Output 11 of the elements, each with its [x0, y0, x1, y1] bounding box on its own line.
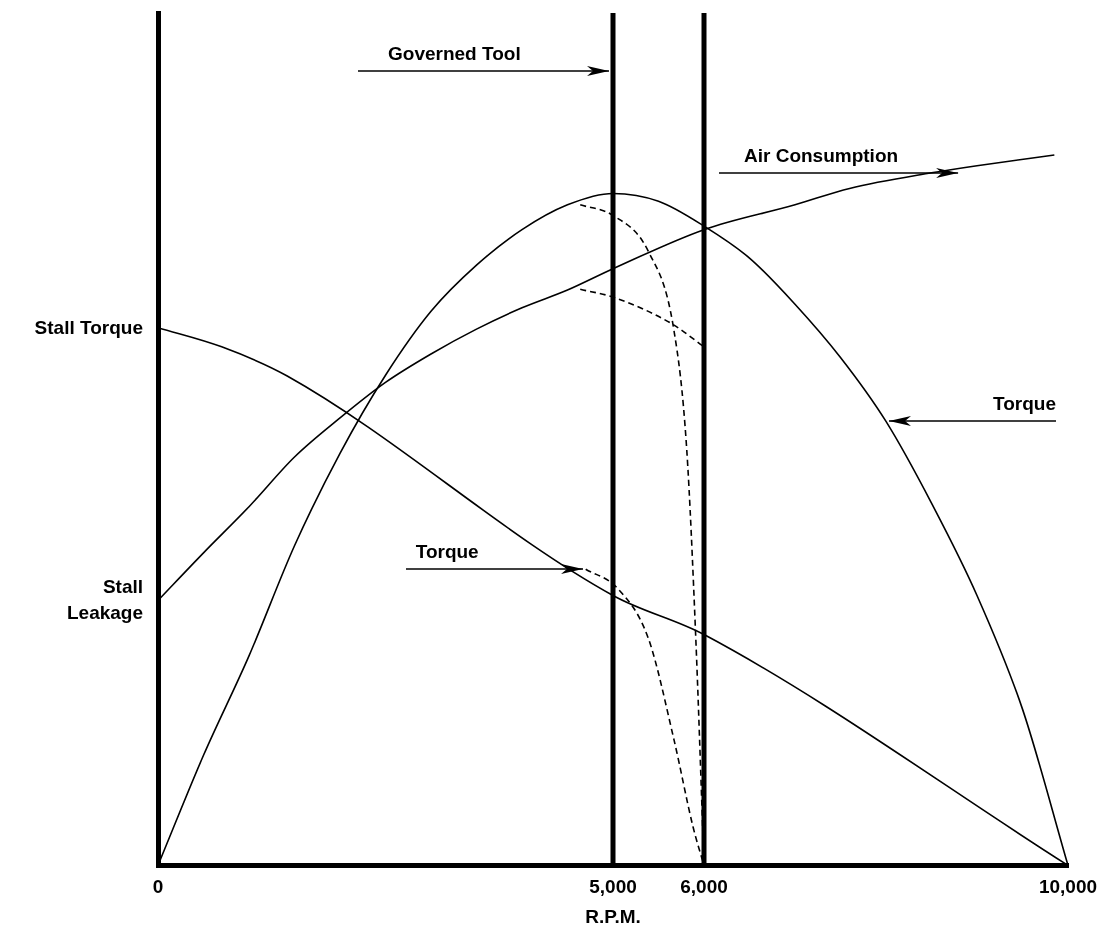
ref-line-label: Governed Tool	[388, 42, 521, 66]
x-tick-label: 6,000	[680, 876, 728, 898]
annotation: Stall Leakage	[65, 575, 143, 626]
annotation: Torque	[415, 540, 479, 565]
x-tick-label: 5,000	[589, 876, 637, 898]
x-axis-title: R.P.M.	[585, 905, 641, 927]
annotation: Stall Torque	[34, 315, 143, 340]
annotation: Torque	[993, 392, 1056, 417]
x-tick-label: 0	[152, 876, 164, 898]
annotation: Air Consumption	[744, 144, 899, 168]
x-tick-label: 10,000	[1038, 876, 1098, 898]
